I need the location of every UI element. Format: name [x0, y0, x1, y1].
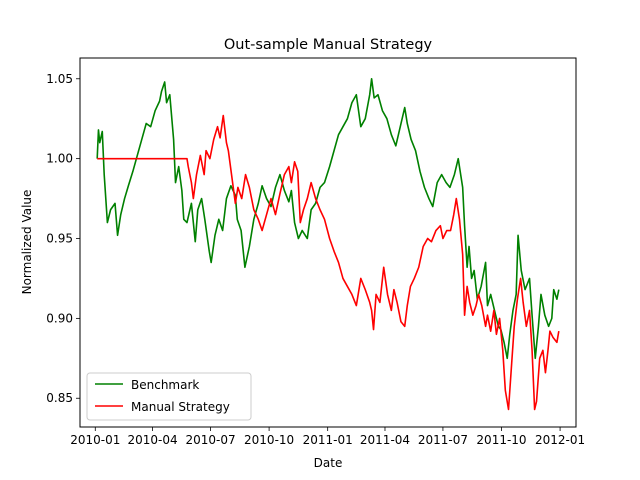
series-layer	[96, 77, 560, 411]
legend-label-manual-strategy: Manual Strategy	[131, 400, 230, 414]
x-tick-label: 2012-01	[535, 433, 585, 447]
y-tick-label: 0.85	[46, 391, 73, 405]
x-tick-label: 2010-04	[128, 433, 178, 447]
series-line-1	[97, 114, 560, 411]
legend: Benchmark Manual Strategy	[86, 372, 252, 421]
x-tick-label: 2011-07	[418, 433, 468, 447]
legend-label-benchmark: Benchmark	[131, 378, 199, 392]
y-tick-label: 0.90	[46, 311, 73, 325]
x-tick-label: 2010-10	[244, 433, 294, 447]
series-line-0	[96, 77, 560, 360]
x-tick-label: 2011-04	[360, 433, 410, 447]
x-tick-label: 2010-01	[70, 433, 120, 447]
x-tick-label: 2010-07	[185, 433, 235, 447]
x-axis-label: Date	[314, 456, 343, 470]
y-axis: 0.85 0.90 0.95 1.00 1.05	[46, 72, 80, 405]
legend-box	[86, 372, 252, 421]
y-axis-label: Normalized Value	[20, 190, 34, 295]
x-axis: 2010-01 2010-04 2010-07 2010-10 2011-01 2011-…	[70, 427, 585, 447]
chart-title: Out-sample Manual Strategy	[224, 37, 433, 53]
plot-area: 2010-01 2010-04 2010-07 2010-10 2011-01 2011-…	[46, 57, 585, 447]
x-tick-label: 2011-01	[303, 433, 353, 447]
x-tick-label: 2011-10	[476, 433, 526, 447]
axes-frame	[79, 57, 577, 428]
y-tick-label: 1.00	[46, 152, 73, 166]
y-tick-label: 0.95	[46, 232, 73, 246]
y-tick-label: 1.05	[46, 72, 73, 86]
